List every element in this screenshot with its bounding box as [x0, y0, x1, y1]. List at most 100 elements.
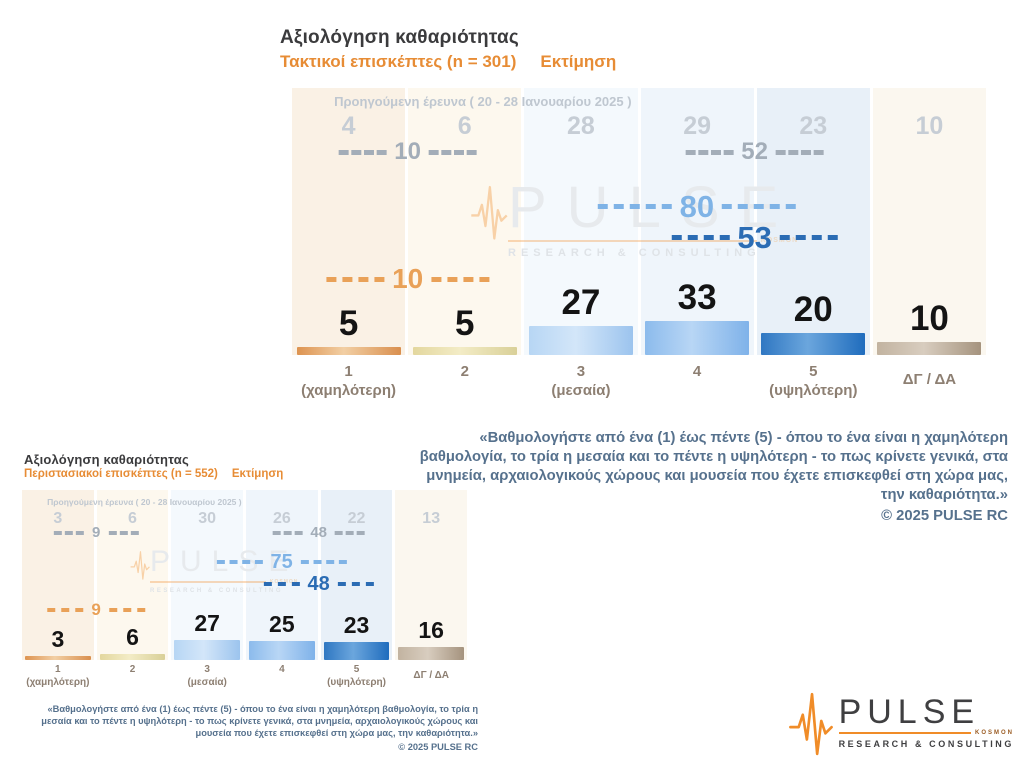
current-value: 25	[269, 611, 295, 637]
copyright: © 2025 PULSE RC	[881, 507, 1008, 524]
dash-line	[108, 530, 139, 535]
previous-value: 6	[128, 510, 137, 527]
plot-area: 3 3 6 6 30 27 26 25 22 23 13 16 Προηγούμενη έρευνα (…	[22, 490, 468, 660]
survey-question-quote: «Βαθμολογήστε από ένα (1) έως πέντε (5) …	[416, 429, 1008, 526]
category-axis: 1 (χαμηλότερη) 2 3 (μεσαία) 4 5 (υψηλότερη) ΔΓ /…	[22, 664, 467, 689]
value-bar	[296, 347, 401, 355]
category-value: 1	[55, 664, 61, 675]
dash-line	[671, 235, 730, 240]
column-ΔΓ/ΔΑ: 13 16	[395, 490, 468, 660]
category-value: ΔΓ / ΔΑ	[413, 669, 449, 681]
value-bar	[528, 326, 633, 355]
previous-value: 28	[567, 112, 595, 140]
aggregate-value: 10	[394, 138, 422, 165]
aggregate-marker-cur_high2: 48	[263, 574, 374, 594]
category-note: (υψηλότερη)	[327, 676, 386, 688]
aggregate-value: 48	[310, 524, 327, 541]
column-3: 30 27	[171, 490, 244, 660]
value-bar	[761, 333, 866, 355]
category-label: 4	[246, 664, 318, 689]
previous-value: 23	[799, 112, 828, 140]
current-value: 10	[909, 299, 949, 338]
category-label: 2	[97, 664, 169, 689]
category-note: (μεσαία)	[187, 676, 227, 688]
aggregate-value: 52	[741, 138, 769, 165]
sample-label: Περιστασιακοί επισκέπτες (n = 552)	[24, 468, 218, 480]
dash-line	[776, 149, 825, 155]
category-label: 2	[408, 363, 521, 401]
aggregate-marker-prev_low: 10	[338, 138, 478, 165]
category-label: 3 (μεσαία)	[171, 664, 243, 689]
aggregate-marker-prev_low: 9	[53, 524, 139, 541]
column-5: 22 23	[320, 490, 393, 660]
category-axis: 1 (χαμηλότερη) 2 3 (μεσαία) 4 5 (υψηλότερη) ΔΓ /…	[292, 363, 986, 401]
aggregate-marker-prev_high: 52	[685, 138, 825, 165]
logo-tagline: RESEARCH & CONSULTING	[838, 739, 1014, 749]
category-label: 3 (μεσαία)	[524, 363, 637, 401]
dash-line	[685, 149, 734, 155]
current-value: 27	[561, 283, 601, 322]
category-note: (χαμηλότερη)	[26, 676, 90, 688]
current-value: 5	[455, 304, 475, 343]
previous-value: 29	[683, 112, 711, 140]
previous-value: 22	[347, 510, 366, 527]
previous-value: 3	[53, 510, 63, 527]
dash-line	[263, 582, 300, 586]
category-value: 3	[576, 363, 586, 380]
dash-line	[429, 149, 478, 155]
logo-kosmon: KOSMON	[975, 730, 1014, 736]
category-label: 5 (υψηλότερη)	[757, 363, 870, 401]
current-value: 6	[126, 624, 139, 650]
current-value: 23	[343, 612, 370, 638]
aggregate-value: 9	[91, 524, 101, 541]
previous-survey-caption: Προηγούμενη έρευνα ( 20 - 28 Ιανουαρίου …	[47, 497, 242, 507]
column-ΔΓ/ΔΑ: 10 10	[872, 88, 987, 355]
value-bar	[412, 347, 517, 355]
current-value: 16	[418, 617, 444, 643]
aggregate-marker-prev_high: 48	[272, 525, 365, 540]
aggregate-marker-cur_high2: 53	[671, 222, 838, 253]
previous-value: 26	[272, 510, 291, 527]
dash-line	[722, 204, 797, 209]
dash-line	[597, 204, 672, 209]
column-4: 26 25	[246, 490, 318, 660]
column-4: 29 33	[640, 88, 754, 355]
previous-value: 30	[198, 510, 217, 527]
current-value: 3	[51, 626, 65, 652]
dash-line	[335, 530, 365, 535]
category-value: 4	[279, 664, 285, 675]
chart-subtitle: Τακτικοί επισκέπτες (n = 301) Εκτίμηση	[280, 52, 616, 72]
logo-divider: KOSMON	[838, 730, 1014, 736]
aggregate-value: 9	[91, 600, 101, 619]
dash-line	[300, 560, 347, 564]
chart-title: Αξιολόγηση καθαριότητας	[280, 27, 519, 48]
dash-line	[337, 582, 374, 586]
aggregate-marker-cur_low: 9	[47, 600, 145, 619]
category-value: 4	[692, 363, 702, 380]
quote-text: «Βαθμολογήστε από ένα (1) έως πέντε (5) …	[41, 704, 478, 739]
dash-line	[326, 276, 385, 282]
dash-line	[338, 149, 387, 155]
dash-line	[779, 235, 838, 240]
category-value: 2	[129, 664, 136, 675]
category-value: 5	[809, 363, 818, 380]
category-label: ΔΓ / ΔΑ	[395, 664, 467, 689]
value-bar	[24, 656, 91, 660]
dash-line	[53, 530, 84, 535]
category-value: 3	[204, 664, 210, 675]
category-note: (χαμηλότερη)	[301, 381, 396, 399]
category-value: 5	[353, 664, 360, 675]
value-bar	[99, 654, 166, 660]
plot-area: 4 5 6 5 28 27 29 33 23 20 10 10 Προηγούμενη έρευνα (…	[292, 88, 987, 355]
estimate-label: Εκτίμηση	[231, 468, 284, 480]
aggregate-marker-cur_low: 10	[326, 265, 490, 293]
category-value: 2	[460, 363, 469, 380]
current-value: 20	[793, 290, 833, 329]
category-note: (υψηλότερη)	[769, 381, 858, 399]
dash-line	[108, 607, 145, 612]
previous-value: 13	[422, 510, 441, 527]
category-label: 1 (χαμηλότερη)	[292, 363, 405, 401]
